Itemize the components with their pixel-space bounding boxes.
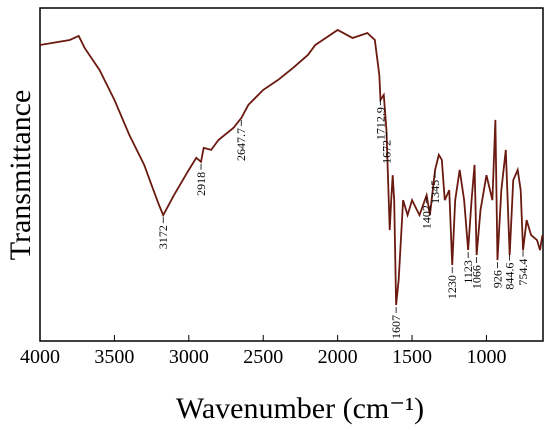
annotation: 1607 [389,315,403,339]
x-tick-label: 2000 [318,346,358,368]
annotation: 926 [490,270,504,288]
x-tick-label: 3000 [169,346,209,368]
annotation: 1066 [470,265,484,289]
annotation: 1672 [379,140,393,164]
annotation: 754.4 [516,259,530,286]
x-tick-label: 1500 [392,346,432,368]
x-axis-label: Wavenumber (cm⁻¹) [176,392,424,425]
x-tick-label: 3500 [94,346,134,368]
annotation: 1230 [445,275,459,299]
annotation: 1345 [428,180,442,204]
annotation: 1712.9 [373,107,387,140]
annotation: 1402 [420,205,434,229]
annotation: 2918 [194,172,208,196]
x-tick-label: 2500 [243,346,283,368]
plot-frame [39,7,544,342]
annotation: 1123 [461,260,475,284]
annotation: 3172 [156,225,170,249]
annotation: 2647.7 [234,128,248,161]
spectrum-line [39,28,544,306]
x-tick-label: 1000 [466,346,506,368]
x-tick-label: 4000 [20,346,60,368]
annotation: 844.6 [503,263,517,290]
y-axis-label: Transmittance [4,90,37,261]
